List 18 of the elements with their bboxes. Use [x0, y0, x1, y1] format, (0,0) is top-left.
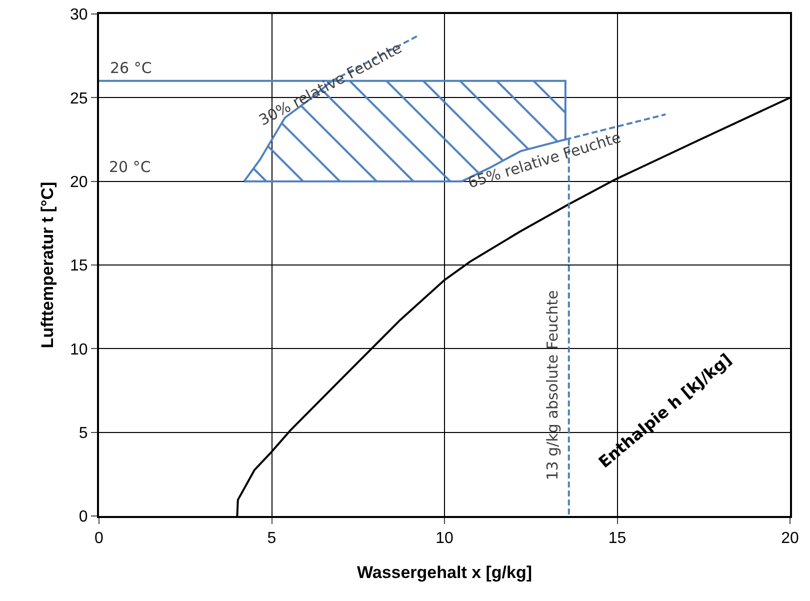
- annotation: 20 °C: [109, 158, 151, 176]
- x-tick-label: 0: [94, 530, 104, 548]
- y-tick-label: 15: [70, 258, 88, 275]
- y-tick-label: 10: [70, 341, 88, 358]
- annotation: 13 g/kg absolute Feuchte: [543, 290, 562, 480]
- x-tick-label: 15: [608, 530, 626, 548]
- y-tick-label: 30: [70, 6, 88, 24]
- x-tick-label: 20: [781, 530, 799, 548]
- y-tick-label: 20: [70, 174, 88, 191]
- x-tick-label: 10: [436, 530, 454, 548]
- y-tick-label: 25: [70, 90, 88, 108]
- x-axis-title: Wassergehalt x [g/kg]: [356, 563, 532, 582]
- annotation: 65% relative Feuchte: [466, 128, 624, 192]
- y-tick-label: 0: [78, 508, 88, 526]
- x-tick-label: 5: [267, 530, 276, 548]
- y-tick-label: 5: [78, 424, 88, 442]
- annotation: 26 °C: [110, 59, 152, 77]
- y-axis-title: Lufttemperatur t [°C]: [38, 182, 58, 348]
